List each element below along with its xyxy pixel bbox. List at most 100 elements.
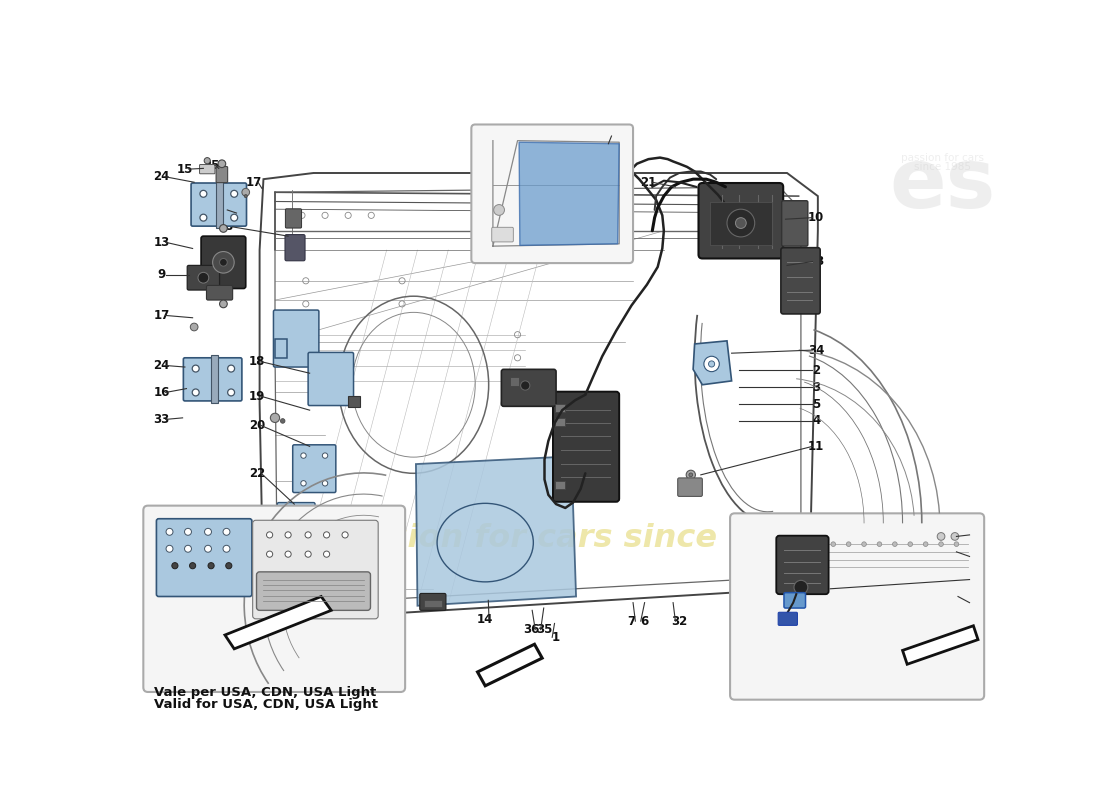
Circle shape bbox=[192, 365, 199, 372]
Circle shape bbox=[266, 551, 273, 558]
Text: 1: 1 bbox=[552, 631, 560, 644]
FancyBboxPatch shape bbox=[184, 358, 242, 401]
Circle shape bbox=[300, 481, 306, 486]
FancyBboxPatch shape bbox=[678, 478, 703, 496]
Circle shape bbox=[686, 470, 695, 479]
FancyBboxPatch shape bbox=[274, 310, 319, 367]
Text: 11: 11 bbox=[808, 440, 824, 453]
Text: 27: 27 bbox=[966, 596, 981, 609]
Circle shape bbox=[323, 532, 330, 538]
Circle shape bbox=[185, 546, 191, 552]
Circle shape bbox=[223, 546, 230, 552]
FancyBboxPatch shape bbox=[285, 234, 305, 261]
FancyBboxPatch shape bbox=[201, 236, 245, 289]
FancyBboxPatch shape bbox=[730, 514, 985, 700]
Circle shape bbox=[166, 528, 173, 535]
FancyBboxPatch shape bbox=[472, 125, 634, 263]
Circle shape bbox=[166, 546, 173, 552]
Text: 5: 5 bbox=[812, 398, 821, 410]
Circle shape bbox=[280, 418, 285, 423]
Text: 4: 4 bbox=[812, 414, 821, 427]
Circle shape bbox=[708, 361, 715, 367]
Circle shape bbox=[937, 533, 945, 540]
Circle shape bbox=[220, 300, 228, 308]
FancyBboxPatch shape bbox=[216, 166, 228, 182]
FancyBboxPatch shape bbox=[277, 502, 315, 535]
Circle shape bbox=[231, 190, 238, 198]
FancyBboxPatch shape bbox=[778, 612, 798, 626]
FancyBboxPatch shape bbox=[156, 518, 252, 597]
Circle shape bbox=[208, 562, 214, 569]
Text: 13: 13 bbox=[154, 236, 169, 249]
Bar bbox=[554, 404, 565, 413]
Text: 17: 17 bbox=[246, 176, 262, 189]
Circle shape bbox=[228, 389, 234, 396]
Circle shape bbox=[322, 481, 328, 486]
Circle shape bbox=[520, 381, 530, 390]
Circle shape bbox=[200, 214, 207, 221]
Text: 25: 25 bbox=[202, 158, 219, 172]
Text: 12: 12 bbox=[216, 203, 231, 217]
Text: 30: 30 bbox=[146, 607, 162, 620]
Text: 24: 24 bbox=[154, 359, 170, 372]
Circle shape bbox=[846, 542, 851, 546]
FancyBboxPatch shape bbox=[553, 392, 619, 502]
Polygon shape bbox=[224, 597, 331, 649]
Circle shape bbox=[242, 188, 250, 196]
Circle shape bbox=[300, 453, 306, 458]
FancyBboxPatch shape bbox=[191, 183, 246, 226]
Circle shape bbox=[704, 356, 719, 372]
Text: 3: 3 bbox=[812, 381, 821, 394]
Polygon shape bbox=[519, 142, 619, 246]
Circle shape bbox=[861, 542, 867, 546]
Circle shape bbox=[220, 225, 228, 232]
FancyBboxPatch shape bbox=[293, 445, 336, 493]
Circle shape bbox=[190, 323, 198, 331]
Circle shape bbox=[305, 551, 311, 558]
Circle shape bbox=[952, 533, 959, 540]
Circle shape bbox=[938, 542, 944, 546]
FancyBboxPatch shape bbox=[143, 506, 405, 692]
Text: es: es bbox=[890, 144, 996, 225]
Circle shape bbox=[877, 542, 882, 546]
FancyBboxPatch shape bbox=[781, 248, 821, 314]
Text: 28: 28 bbox=[965, 573, 981, 586]
FancyBboxPatch shape bbox=[502, 370, 556, 406]
Circle shape bbox=[192, 389, 199, 396]
Polygon shape bbox=[693, 341, 732, 385]
FancyBboxPatch shape bbox=[784, 593, 805, 608]
Circle shape bbox=[285, 551, 292, 558]
Text: 15: 15 bbox=[177, 162, 194, 176]
Text: Valid for USA, CDN, USA Light: Valid for USA, CDN, USA Light bbox=[154, 698, 378, 711]
FancyBboxPatch shape bbox=[199, 165, 214, 174]
Circle shape bbox=[189, 562, 196, 569]
Circle shape bbox=[231, 214, 238, 221]
FancyBboxPatch shape bbox=[698, 183, 783, 258]
Circle shape bbox=[220, 258, 228, 266]
Circle shape bbox=[244, 194, 248, 198]
Bar bbox=[275, 338, 286, 358]
Circle shape bbox=[954, 542, 959, 546]
Circle shape bbox=[727, 209, 755, 237]
Text: Vale per USA, CDN, USA Light: Vale per USA, CDN, USA Light bbox=[154, 686, 376, 699]
Text: 19: 19 bbox=[249, 390, 265, 403]
Circle shape bbox=[271, 414, 279, 422]
Text: 17: 17 bbox=[154, 309, 169, 322]
FancyBboxPatch shape bbox=[308, 353, 353, 406]
Bar bbox=[510, 377, 519, 386]
Text: 36: 36 bbox=[524, 623, 540, 636]
Circle shape bbox=[736, 218, 746, 229]
Text: 7: 7 bbox=[627, 614, 636, 628]
Circle shape bbox=[830, 542, 836, 546]
Text: 18: 18 bbox=[249, 355, 265, 368]
FancyBboxPatch shape bbox=[253, 520, 378, 619]
Circle shape bbox=[226, 562, 232, 569]
Circle shape bbox=[205, 546, 211, 552]
Circle shape bbox=[322, 453, 328, 458]
Text: 34: 34 bbox=[808, 344, 825, 357]
Text: 24: 24 bbox=[154, 170, 170, 183]
Circle shape bbox=[205, 158, 210, 164]
Circle shape bbox=[794, 580, 807, 594]
Polygon shape bbox=[416, 456, 576, 606]
Bar bbox=[211, 355, 218, 403]
